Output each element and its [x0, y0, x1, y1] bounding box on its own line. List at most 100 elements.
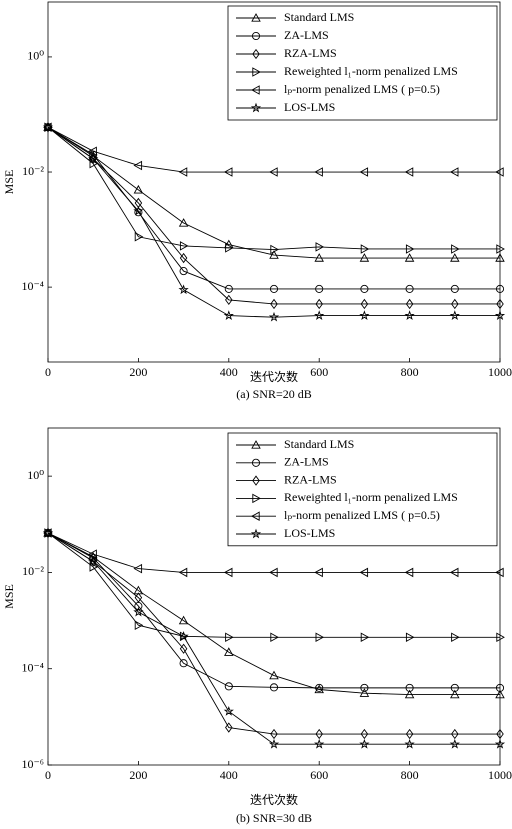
marker	[250, 102, 262, 113]
marker	[133, 184, 144, 194]
marker	[269, 284, 279, 293]
legend-label: ZA-LMS	[284, 455, 329, 469]
marker	[314, 253, 324, 262]
legend-label: Standard LMS	[284, 437, 354, 451]
marker	[360, 284, 369, 293]
series-line	[47, 532, 500, 638]
marker	[223, 310, 234, 320]
marker	[224, 647, 234, 656]
y-tick-label: 10⁻⁴	[21, 660, 44, 674]
x-tick-label: 0	[45, 365, 51, 379]
x-axis-label: 迭代次数	[250, 792, 298, 807]
marker	[405, 632, 415, 643]
series-line	[47, 532, 500, 745]
marker	[88, 549, 97, 559]
legend-label: Reweighted l₁-norm penalized LMS	[284, 490, 458, 504]
marker	[178, 218, 189, 227]
marker	[133, 205, 144, 216]
marker	[224, 284, 233, 293]
caption: (a) SNR=20 dB	[236, 387, 311, 401]
marker	[314, 167, 323, 177]
marker	[251, 13, 261, 22]
y-tick-label: 10⁻²	[22, 564, 44, 578]
marker	[251, 440, 261, 449]
marker	[133, 160, 143, 171]
marker	[134, 231, 144, 242]
y-tick-label: 10⁰	[27, 468, 44, 482]
legend-label: Reweighted l₁-norm penalized LMS	[284, 64, 458, 78]
marker	[404, 738, 415, 749]
marker	[450, 683, 459, 692]
marker	[359, 253, 370, 262]
x-tick-label: 1000	[488, 365, 512, 379]
legend-label: RZA-LMS	[284, 46, 337, 60]
marker	[404, 253, 415, 262]
marker	[360, 728, 369, 740]
marker	[451, 298, 459, 310]
x-tick-label: 0	[45, 768, 51, 782]
y-axis-label: MSE	[2, 584, 16, 609]
marker	[89, 562, 99, 572]
marker	[133, 606, 144, 617]
series-line	[47, 126, 500, 290]
marker	[42, 121, 54, 132]
series-line	[47, 126, 500, 250]
series-line	[47, 126, 500, 305]
marker	[42, 527, 54, 538]
x-tick-label: 800	[401, 365, 419, 379]
marker	[451, 728, 459, 740]
marker	[225, 632, 234, 643]
series-line	[47, 532, 500, 573]
caption: (b) SNR=30 dB	[236, 811, 312, 825]
legend-label: lₚ-norm penalized LMS ( p=0.5)	[284, 508, 440, 522]
marker	[451, 244, 460, 254]
marker	[252, 475, 260, 486]
marker	[449, 567, 459, 578]
marker	[314, 567, 323, 578]
marker	[360, 683, 369, 692]
marker	[360, 244, 370, 254]
marker	[252, 67, 261, 77]
marker	[225, 294, 233, 306]
marker	[269, 250, 279, 259]
marker	[359, 688, 370, 697]
marker	[270, 244, 279, 255]
marker	[495, 683, 505, 692]
marker	[251, 31, 261, 41]
marker	[88, 555, 99, 566]
marker	[451, 632, 460, 643]
marker	[495, 253, 505, 262]
x-tick-label: 600	[310, 365, 328, 379]
marker	[315, 284, 324, 293]
marker	[494, 738, 506, 749]
legend-label: LOS-LMS	[284, 526, 335, 540]
marker	[223, 167, 233, 177]
x-tick-label: 200	[129, 768, 147, 782]
marker	[269, 670, 279, 680]
marker	[359, 167, 369, 177]
x-tick-label: 1000	[488, 768, 512, 782]
marker	[315, 683, 324, 692]
marker	[359, 567, 369, 578]
legend-label: lₚ-norm penalized LMS ( p=0.5)	[284, 82, 440, 96]
marker	[270, 632, 279, 643]
marker	[405, 298, 414, 310]
marker	[315, 242, 325, 252]
marker	[134, 208, 143, 217]
x-tick-label: 800	[401, 768, 419, 782]
marker	[404, 167, 414, 177]
series-line	[47, 126, 500, 318]
marker	[496, 728, 504, 740]
legend-label: LOS-LMS	[284, 100, 335, 114]
marker	[449, 167, 459, 177]
marker	[450, 253, 460, 262]
marker	[178, 284, 189, 295]
series-line	[47, 532, 500, 689]
marker	[179, 241, 189, 251]
x-axis-label: 迭代次数	[250, 369, 298, 384]
marker	[405, 244, 415, 254]
marker	[89, 158, 99, 169]
marker	[314, 738, 325, 749]
marker	[405, 728, 414, 740]
y-tick-label: 10⁻²	[22, 164, 44, 178]
